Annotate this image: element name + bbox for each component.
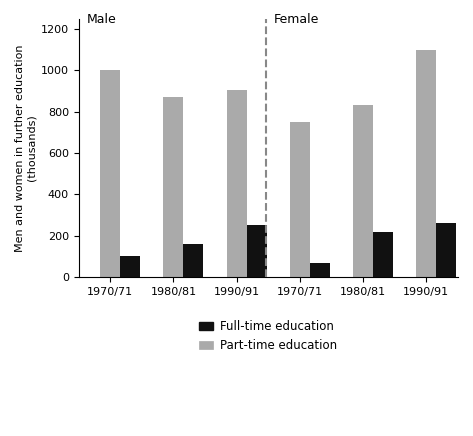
- Text: Female: Female: [273, 13, 319, 26]
- Bar: [290, 122, 310, 277]
- Bar: [120, 256, 140, 277]
- Bar: [100, 70, 120, 277]
- Text: Male: Male: [87, 13, 116, 26]
- Legend: Full-time education, Part-time education: Full-time education, Part-time education: [194, 316, 342, 357]
- Bar: [164, 97, 184, 277]
- Bar: [227, 90, 247, 277]
- Y-axis label: Men and women in further education
(thousands): Men and women in further education (thou…: [15, 44, 36, 252]
- Bar: [247, 225, 267, 277]
- Bar: [373, 232, 393, 277]
- Bar: [416, 50, 437, 277]
- Bar: [310, 262, 330, 277]
- Bar: [437, 223, 456, 277]
- Bar: [353, 106, 373, 277]
- Bar: [184, 244, 203, 277]
